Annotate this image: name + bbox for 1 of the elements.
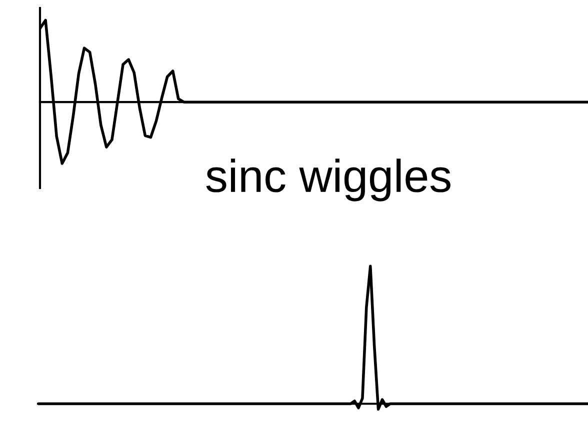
annotation: sinc wiggles <box>206 158 450 202</box>
